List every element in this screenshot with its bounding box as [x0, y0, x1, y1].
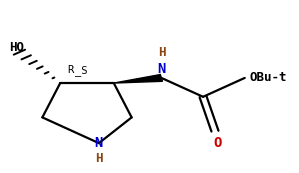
Text: OBu-t: OBu-t: [250, 71, 287, 84]
Text: _S: _S: [75, 65, 88, 76]
Polygon shape: [114, 75, 162, 83]
Text: HO: HO: [10, 40, 25, 53]
Text: O: O: [214, 136, 222, 150]
Text: N: N: [95, 136, 103, 150]
Text: H: H: [158, 46, 165, 59]
Text: R: R: [67, 65, 74, 75]
Text: N: N: [157, 62, 166, 76]
Text: H: H: [95, 152, 103, 165]
